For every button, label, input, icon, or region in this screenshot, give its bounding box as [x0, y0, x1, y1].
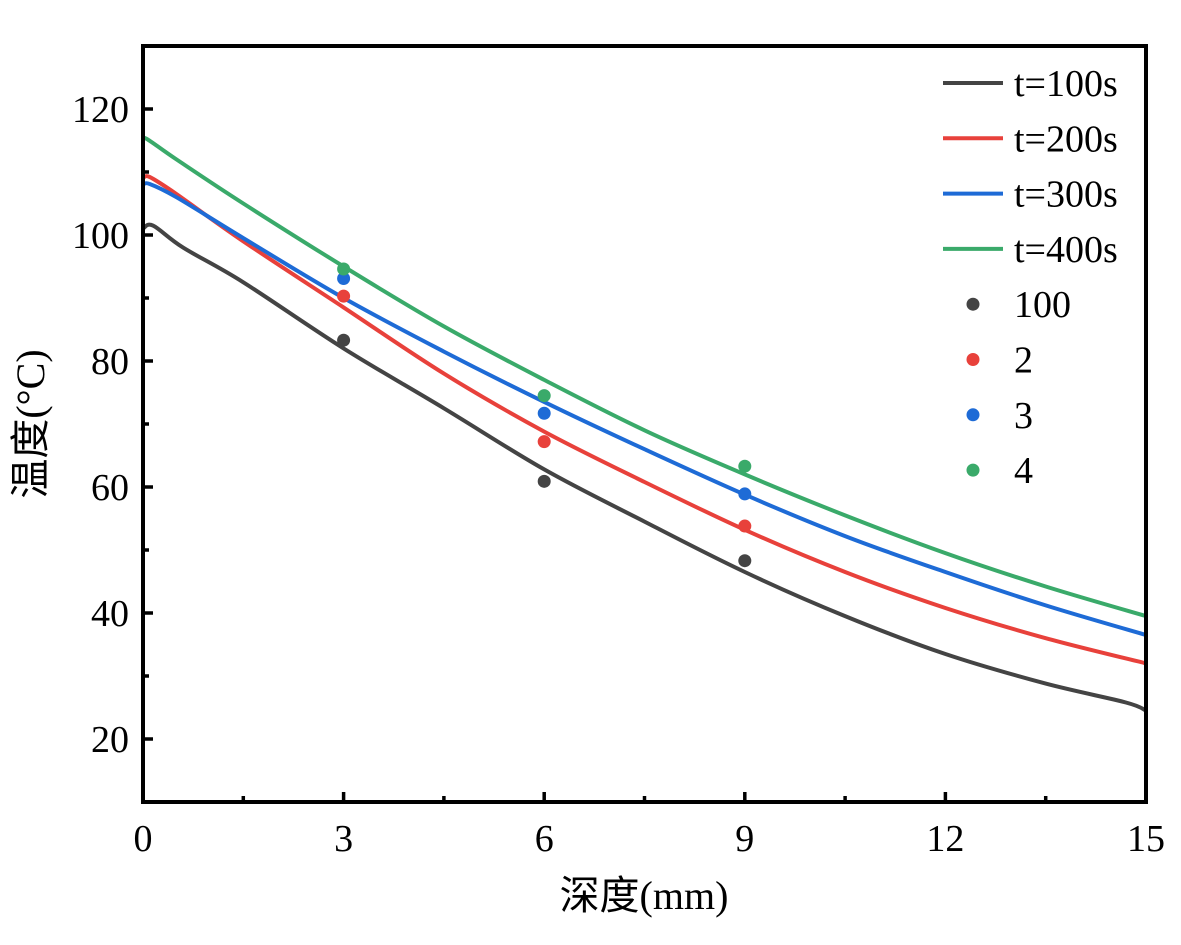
y-axis-label: 温度(°C) [8, 349, 53, 498]
axes-layer [141, 44, 1148, 804]
legend-point-swatch [966, 408, 980, 422]
data-point [738, 554, 752, 568]
legend-point-swatch [966, 297, 980, 311]
data-point [337, 289, 351, 303]
data-point [738, 487, 752, 501]
data-point [337, 262, 351, 276]
y-tick-label: 40 [91, 593, 129, 635]
legend-point-swatch [966, 353, 980, 366]
series-layer [143, 135, 1146, 713]
x-tick-label: 3 [334, 818, 353, 860]
legend: t=100s t=200s t=300s t=400s 100 2 3 4 [943, 63, 1118, 492]
legend-label: 4 [1014, 450, 1033, 492]
y-tick-label: 20 [91, 719, 129, 761]
y-tick-label: 100 [72, 215, 129, 257]
x-tick-label: 15 [1127, 818, 1165, 860]
data-point [337, 271, 351, 285]
data-point [738, 459, 752, 473]
series-line-4 [143, 135, 1146, 619]
legend-label: 2 [1014, 340, 1033, 382]
data-point [537, 406, 551, 420]
series-line-1 [143, 222, 1146, 713]
data-point [537, 474, 551, 488]
x-tick-label: 12 [926, 818, 964, 860]
y-tick-label: 120 [72, 89, 129, 131]
y-tick-label: 60 [91, 467, 129, 509]
data-point [738, 519, 752, 533]
legend-label: t=100s [1014, 63, 1118, 105]
data-point [537, 389, 551, 403]
x-tick-label: 6 [535, 818, 554, 860]
legend-label: t=400s [1014, 229, 1118, 271]
legend-label: t=300s [1014, 174, 1118, 216]
legend-point-swatch [966, 463, 980, 477]
legend-label: t=200s [1014, 118, 1118, 160]
x-tick-label: 0 [134, 818, 153, 860]
data-point [537, 435, 551, 449]
series-line-3 [143, 181, 1146, 637]
plot-frame [141, 44, 1148, 804]
legend-label: 3 [1014, 395, 1033, 437]
data-point [337, 333, 351, 347]
ticks-layer: 0 3 6 9 12 15 20 40 60 80 100 120 [72, 44, 1165, 860]
x-axis-label: 深度(mm) [560, 873, 729, 918]
x-tick-label: 9 [735, 818, 754, 860]
legend-label: 100 [1014, 284, 1071, 326]
y-tick-label: 80 [91, 341, 129, 383]
